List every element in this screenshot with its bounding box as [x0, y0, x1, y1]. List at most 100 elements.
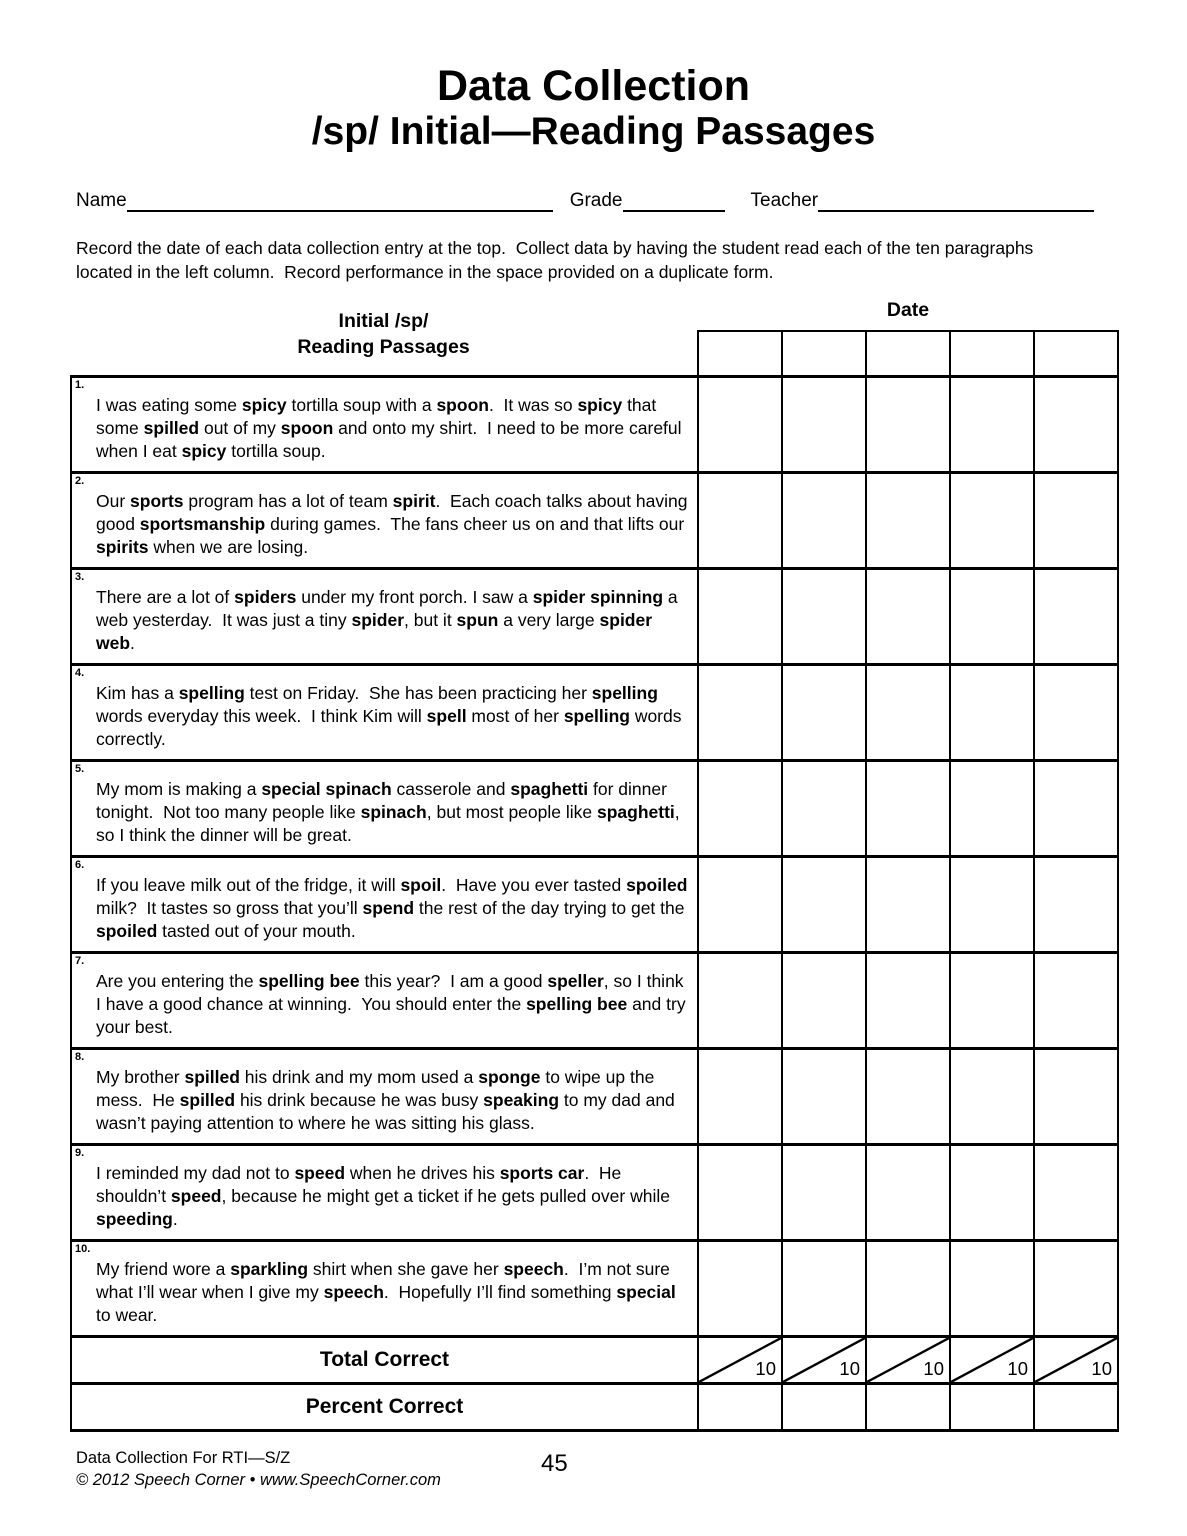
score-cell[interactable] [697, 662, 783, 762]
score-cell[interactable] [865, 374, 951, 474]
footer: Data Collection For RTI—S/Z © 2012 Speec… [76, 1447, 441, 1491]
percent-score-cell[interactable] [949, 1381, 1035, 1432]
score-cell[interactable] [697, 470, 783, 570]
percent-score-cell[interactable] [697, 1381, 783, 1432]
total-score-cell[interactable]: 10 [865, 1334, 951, 1385]
passage-number: 1. [75, 378, 85, 391]
total-score-cell[interactable]: 10 [781, 1334, 867, 1385]
passage-text: If you leave milk out of the fridge, it … [96, 874, 693, 941]
score-cell[interactable] [949, 566, 1035, 666]
score-cell[interactable] [1033, 758, 1119, 858]
score-cell[interactable] [697, 566, 783, 666]
score-cell[interactable] [697, 950, 783, 1050]
percent-score-cell[interactable] [1033, 1381, 1119, 1432]
date-entry-cell[interactable] [781, 330, 867, 377]
score-cell[interactable] [697, 1046, 783, 1146]
passage-cell: 5. My mom is making a special spinach cas… [70, 758, 699, 858]
score-cell[interactable] [781, 374, 867, 474]
footer-series-title: Data Collection For RTI—S/Z [76, 1449, 291, 1467]
score-cell[interactable] [865, 1046, 951, 1146]
total-denominator: 10 [839, 1357, 860, 1379]
score-cell[interactable] [697, 758, 783, 858]
score-cell[interactable] [949, 950, 1035, 1050]
score-cell[interactable] [1033, 662, 1119, 762]
total-score-cell[interactable]: 10 [697, 1334, 783, 1385]
date-entry-cell[interactable] [865, 330, 951, 377]
score-cell[interactable] [781, 566, 867, 666]
passage-cell: 2. Our sports program has a lot of team s… [70, 470, 699, 570]
score-cell[interactable] [697, 1142, 783, 1242]
passage-row: 1. I was eating some spicy tortilla soup … [70, 374, 1119, 474]
score-cell[interactable] [865, 854, 951, 954]
score-cell[interactable] [865, 470, 951, 570]
passage-number: 4. [75, 666, 85, 679]
score-cell[interactable] [1033, 950, 1119, 1050]
date-entry-cell[interactable] [697, 330, 783, 377]
score-cell[interactable] [865, 1142, 951, 1242]
passage-row: 8. My brother spilled his drink and my mo… [70, 1046, 1119, 1146]
total-score-cell[interactable]: 10 [949, 1334, 1035, 1385]
score-cell[interactable] [949, 854, 1035, 954]
score-cell[interactable] [949, 1046, 1035, 1146]
score-cell[interactable] [949, 1142, 1035, 1242]
score-cell[interactable] [1033, 566, 1119, 666]
passage-text: Our sports program has a lot of team spi… [96, 490, 693, 557]
total-denominator: 10 [1091, 1357, 1112, 1379]
date-entry-cell[interactable] [1033, 330, 1119, 377]
score-cell[interactable] [1033, 470, 1119, 570]
score-cell[interactable] [865, 758, 951, 858]
passages-column-header-line2: Reading Passages [297, 336, 470, 358]
score-cell[interactable] [781, 1142, 867, 1242]
score-cell[interactable] [697, 374, 783, 474]
score-cell[interactable] [781, 854, 867, 954]
name-input-line[interactable] [126, 190, 553, 212]
passage-number: 8. [75, 1050, 85, 1063]
passage-cell: 1. I was eating some spicy tortilla soup … [70, 374, 699, 474]
passage-number: 7. [75, 954, 85, 967]
score-cell[interactable] [865, 1238, 951, 1338]
total-correct-label: Total Correct [70, 1334, 699, 1385]
score-cell[interactable] [781, 950, 867, 1050]
teacher-input-line[interactable] [818, 190, 1095, 212]
percent-correct-row: Percent Correct [70, 1381, 1119, 1432]
diagonal-slash [1035, 1337, 1117, 1382]
score-cell[interactable] [949, 374, 1035, 474]
passage-row: 5. My mom is making a special spinach cas… [70, 758, 1119, 858]
percent-score-cell[interactable] [865, 1381, 951, 1432]
score-cell[interactable] [949, 662, 1035, 762]
score-cell[interactable] [781, 758, 867, 858]
passage-text: I reminded my dad not to speed when he d… [96, 1162, 675, 1229]
passage-cell: 4. Kim has a spelling test on Friday. She… [70, 662, 699, 762]
score-cell[interactable] [781, 1238, 867, 1338]
passage-text: Kim has a spelling test on Friday. She h… [96, 682, 687, 749]
score-cell[interactable] [1033, 1142, 1119, 1242]
passage-number: 5. [75, 762, 85, 775]
score-cell[interactable] [1033, 854, 1119, 954]
total-score-cell[interactable]: 10 [1033, 1334, 1119, 1385]
score-cell[interactable] [1033, 1046, 1119, 1146]
score-cell[interactable] [781, 662, 867, 762]
score-cell[interactable] [697, 854, 783, 954]
score-cell[interactable] [949, 470, 1035, 570]
score-cell[interactable] [781, 470, 867, 570]
date-header-row [71, 330, 1119, 377]
score-cell[interactable] [1033, 1238, 1119, 1338]
passage-text: My friend wore a sparkling shirt when sh… [96, 1258, 681, 1325]
score-cell[interactable] [1033, 374, 1119, 474]
score-cell[interactable] [865, 566, 951, 666]
score-cell[interactable] [865, 662, 951, 762]
grade-input-line[interactable] [622, 190, 725, 212]
passage-number: 6. [75, 858, 85, 871]
passage-text: I was eating some spicy tortilla soup wi… [96, 394, 687, 461]
passage-row: 9. I reminded my dad not to speed when he… [70, 1142, 1119, 1242]
score-cell[interactable] [781, 1046, 867, 1146]
score-cell[interactable] [697, 1238, 783, 1338]
student-info-row: Name Grade Teacher [76, 190, 1108, 212]
passage-text: My mom is making a special spinach casse… [96, 778, 685, 845]
grade-label: Grade [569, 190, 623, 211]
date-entry-cell[interactable] [949, 330, 1035, 377]
score-cell[interactable] [949, 1238, 1035, 1338]
score-cell[interactable] [949, 758, 1035, 858]
score-cell[interactable] [865, 950, 951, 1050]
percent-score-cell[interactable] [781, 1381, 867, 1432]
